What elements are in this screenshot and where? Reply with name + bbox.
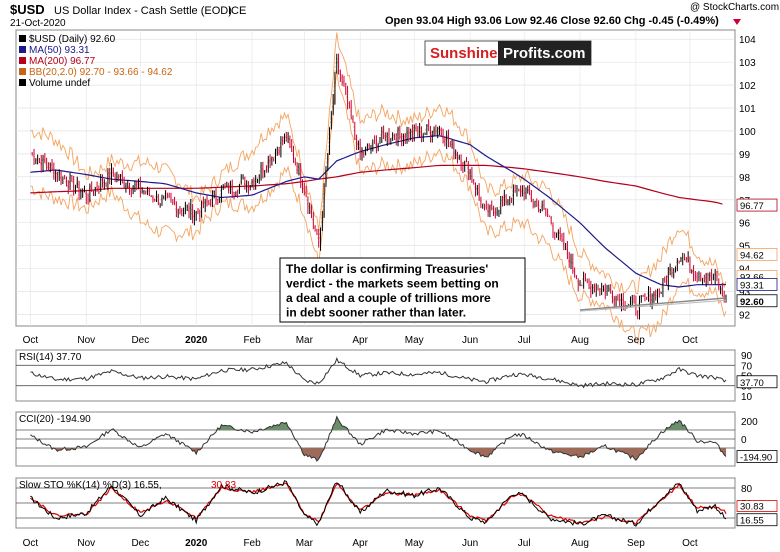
x-axis-label: Oct — [682, 538, 698, 549]
support-trendline — [579, 297, 727, 311]
logo-profits: Profits.com — [503, 45, 586, 62]
x-axis-label: Jul — [518, 538, 531, 549]
rsi-line — [30, 357, 727, 389]
cci-tick-label: 0 — [741, 435, 747, 446]
ma50-tag-box — [736, 278, 778, 291]
x-axis-label: May — [405, 538, 424, 549]
price-tick-label: 92 — [739, 311, 751, 322]
price-tick-label: 103 — [739, 58, 756, 69]
price-tick-label: 95 — [739, 242, 751, 253]
sto-d-label: 30.83 — [211, 480, 236, 491]
price-tick-label: 104 — [739, 35, 756, 46]
price-tick-label: 93 — [739, 288, 751, 299]
legend-ma200-swatch — [19, 57, 26, 64]
price-tick-label: 96 — [739, 219, 751, 230]
rsi-label: RSI(14) 37.70 — [19, 352, 82, 363]
close-tag: 92.60 — [740, 297, 764, 308]
x-axis-label: May — [405, 335, 424, 346]
legend-ma50-swatch — [19, 46, 26, 53]
x-axis-label: Sep — [627, 335, 645, 346]
x-axis-label: Aug — [571, 538, 589, 549]
down-arrow-icon — [733, 19, 741, 25]
x-axis-label: Oct — [682, 335, 698, 346]
x-axis-label: Oct — [23, 335, 39, 346]
x-axis-label: Apr — [352, 335, 368, 346]
legend-bb-swatch — [19, 68, 26, 75]
logo-sunshine: Sunshine — [430, 45, 498, 62]
rsi-value-tag: 37.70 — [740, 378, 764, 389]
sto-label: Slow STO %K(14) %D(3) 16.55, — [19, 480, 162, 491]
bollinger-upper-band — [30, 32, 727, 295]
close-tag-box — [736, 294, 778, 308]
legend-volume-swatch — [19, 79, 26, 86]
cci-label: CCI(20) -194.90 — [19, 414, 91, 425]
stockcharts-credit: @ StockCharts.com — [690, 2, 779, 13]
ma50-tag: 93.31 — [740, 280, 764, 291]
legend-ma200: MA(200) 96.77 — [29, 56, 96, 67]
legend-bb: BB(20,2.0) 92.70 - 93.66 - 94.62 — [29, 67, 173, 78]
legend-volume: Volume undef — [29, 78, 90, 89]
annotation-line: in debt sooner rather than later. — [286, 306, 466, 320]
annotation-line: The dollar is confirming Treasuries' — [286, 262, 488, 276]
x-axis-label: Sep — [627, 538, 645, 549]
cci-value-tag: -194.90 — [740, 453, 772, 464]
rsi-tick-label: 90 — [741, 351, 753, 362]
x-axis-label: Dec — [131, 335, 149, 346]
price-tick-label: 102 — [739, 81, 756, 92]
bb-mid-tag: 93.66 — [740, 272, 764, 283]
sto-d-tag-box — [736, 500, 778, 512]
ma200-line — [30, 164, 723, 205]
x-axis-label: Apr — [352, 538, 368, 549]
legend-price: $USD (Daily) 92.60 — [29, 34, 116, 45]
bb-upper-tag-box — [736, 248, 778, 261]
rsi-tick-label: 10 — [741, 392, 753, 403]
legend-price-swatch — [19, 35, 26, 42]
chart-symbol: $USD — [10, 2, 45, 17]
cci-line — [30, 415, 727, 462]
price-tick-label: 99 — [739, 150, 751, 161]
bollinger-middle-band — [30, 54, 727, 314]
price-tick-label: 100 — [739, 127, 756, 138]
x-axis-label: Feb — [243, 335, 261, 346]
sto-d-tag: 30.83 — [740, 502, 764, 513]
price-tick-label: 98 — [739, 173, 751, 184]
x-axis-label: Jun — [462, 538, 478, 549]
sto-line — [30, 480, 727, 527]
x-axis-label: Nov — [77, 335, 95, 346]
sto-value-tag: 16.55 — [740, 516, 764, 527]
rsi-value-tag-box — [736, 375, 778, 389]
ma200-tag-box — [736, 198, 778, 212]
x-axis-label: Oct — [23, 538, 39, 549]
x-axis-label: Dec — [131, 538, 149, 549]
ma200-tag: 96.77 — [740, 201, 764, 212]
chart-instrument-name: US Dollar Index - Cash Settle (EOD) — [54, 5, 232, 17]
x-axis-label: Jul — [518, 335, 531, 346]
sto-tick-label: 80 — [741, 484, 753, 495]
price-tick-label: 101 — [739, 104, 756, 115]
ohlc-readout: Open 93.04 High 93.06 Low 92.46 Close 92… — [385, 15, 719, 27]
rsi-tick-label: 70 — [741, 361, 753, 372]
x-axis-label: Aug — [571, 335, 589, 346]
logo-dark-block — [498, 41, 591, 65]
cci-tick-label: 200 — [741, 417, 758, 428]
x-axis-label: Mar — [296, 335, 314, 346]
chart-date: 21-Oct-2020 — [10, 18, 66, 29]
x-axis-label: 2020 — [185, 538, 208, 549]
x-axis-label: Jun — [462, 335, 478, 346]
cci-value-tag-box — [736, 450, 778, 463]
bb-upper-tag: 94.62 — [740, 250, 764, 261]
chart-exchange: ICE — [228, 5, 246, 17]
annotation-line: verdict - the markets seem betting on — [286, 277, 499, 291]
x-axis-label: Mar — [296, 538, 314, 549]
annotation-box — [279, 257, 526, 323]
x-axis-label: Feb — [243, 538, 261, 549]
annotation-line: a deal and a couple of trillions more — [286, 291, 491, 305]
x-axis-label: 2020 — [185, 335, 208, 346]
sto-value-tag-box — [736, 513, 778, 527]
legend-ma50: MA(50) 93.31 — [29, 45, 90, 56]
support-trendline-2 — [579, 299, 727, 312]
x-axis-label: Nov — [77, 538, 95, 549]
